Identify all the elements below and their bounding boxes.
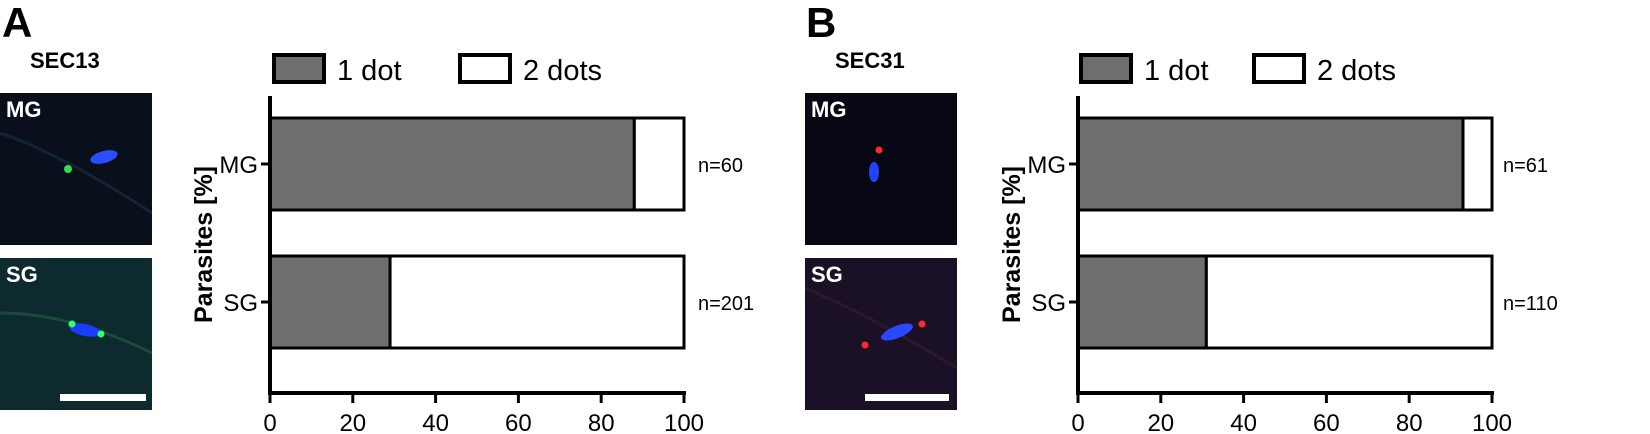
bar-sg-one-dot [1076,254,1208,350]
legend-swatch-2 [1252,53,1306,84]
micrograph-sg-a-image [0,258,152,410]
n-label-sg: n=110 [1503,293,1558,315]
bar-sg-two-dots [1204,254,1494,350]
x-tick-label: 0 [1071,410,1084,434]
micrograph-label-mg: MG [811,97,847,122]
x-tick-label: 40 [422,410,449,434]
n-label-mg: n=60 [698,155,743,177]
y-axis-label: Parasites [%] [190,166,218,323]
panel-letter-a: A [2,0,33,46]
bar-sg-two-dots [388,254,686,350]
micrograph-sg-b-image [805,258,957,410]
legend-swatch-2 [458,53,512,84]
category-label-mg: MG [1027,152,1066,179]
x-tick-label: 20 [1147,410,1174,434]
x-tick-label: 0 [263,410,276,434]
legend-swatch-1 [272,53,326,84]
micrograph-label-mg: MG [6,97,42,122]
legend-label-2: 2 dots [1317,55,1396,87]
x-tick-label: 60 [505,410,532,434]
n-label-mg: n=61 [1503,155,1548,177]
x-tick-label: 40 [1230,410,1257,434]
bar-mg-one-dot [268,116,636,212]
micrograph-label-sg: SG [811,262,843,287]
micrograph-sg-a: SG [0,258,152,410]
x-tick-label: 20 [339,410,366,434]
y-axis-label: Parasites [%] [998,166,1026,323]
category-label-sg: SG [1031,290,1066,317]
legend-swatch-1 [1079,53,1133,84]
scale-bar [60,394,146,401]
micrograph-sg-b: SG [805,258,957,410]
bar-mg-two-dots [632,116,686,212]
x-tick-label: 80 [1396,410,1423,434]
protein-label-sec31: SEC31 [835,48,905,73]
protein-label-sec13: SEC13 [30,48,100,73]
x-tick-label: 100 [664,410,704,434]
micrograph-label-sg: SG [6,262,38,287]
micrograph-mg-a: MG [0,93,152,245]
x-tick-label: 60 [1313,410,1340,434]
category-label-mg: MG [219,152,258,179]
x-tick-label: 100 [1472,410,1512,434]
panel-letter-b: B [806,0,837,46]
micrograph-mg-b: MG [805,93,957,245]
n-label-sg: n=201 [698,293,754,315]
micrograph-mg-a-image [0,93,152,245]
bar-mg-one-dot [1076,116,1465,212]
bar-mg-two-dots [1461,116,1494,212]
bar-sg-one-dot [268,254,392,350]
micrograph-mg-b-image [805,93,957,245]
scale-bar [865,394,949,401]
legend-label-1: 1 dot [1144,55,1209,87]
category-label-sg: SG [223,290,258,317]
legend-label-1: 1 dot [337,55,402,87]
legend-label-2: 2 dots [523,55,602,87]
x-tick-label: 80 [588,410,615,434]
